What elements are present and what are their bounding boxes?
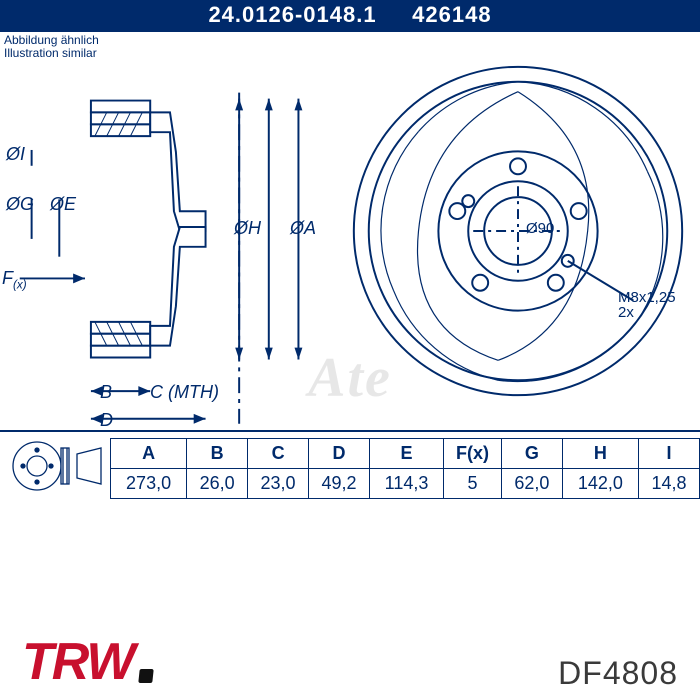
label-H: ØH [234, 218, 261, 239]
cell-F: 5 [444, 468, 502, 498]
face-view-svg [336, 32, 700, 430]
col-G: G [501, 438, 562, 468]
col-A: A [111, 438, 187, 468]
cell-G: 62,0 [501, 468, 562, 498]
col-F: F(x) [444, 438, 502, 468]
label-center-dia: Ø90 [526, 220, 554, 237]
cell-I: 14,8 [639, 468, 700, 498]
brand-logo: TRW [22, 632, 153, 692]
cell-B: 26,0 [187, 468, 248, 498]
col-E: E [369, 438, 443, 468]
cell-C: 23,0 [248, 468, 309, 498]
label-C: C (MTH) [150, 382, 219, 403]
col-D: D [309, 438, 370, 468]
col-C: C [248, 438, 309, 468]
part-number: DF4808 [558, 655, 678, 692]
data-table-row: A B C D E F(x) G H I 273,0 26,0 23,0 49,… [0, 432, 700, 500]
diagram-face-view: Ø90 M8x1,252x [336, 32, 700, 430]
diagram-cross-section: ØI ØG ØE F(x) ØH ØA B C (MTH) D [0, 32, 336, 430]
cell-D: 49,2 [309, 468, 370, 498]
label-G: ØG [6, 194, 34, 215]
col-I: I [639, 438, 700, 468]
label-I: ØI [6, 144, 25, 165]
col-H: H [562, 438, 638, 468]
diagram-row: Ate [0, 32, 700, 432]
label-B: B [100, 382, 112, 403]
cell-E: 114,3 [369, 468, 443, 498]
table-header-row: A B C D E F(x) G H I [111, 438, 700, 468]
col-B: B [187, 438, 248, 468]
cross-section-svg [0, 32, 336, 430]
label-A: ØA [290, 218, 316, 239]
footer: TRW DF4808 [0, 632, 700, 692]
table-row: 273,0 26,0 23,0 49,2 114,3 5 62,0 142,0 … [111, 468, 700, 498]
label-D: D [100, 410, 113, 431]
label-E: ØE [50, 194, 76, 215]
label-thread: M8x1,252x [618, 290, 676, 320]
brand-dot-icon [139, 669, 154, 683]
brand-text: TRW [22, 632, 133, 692]
header-part-code: 24.0126-0148.1 [208, 2, 376, 27]
cell-H: 142,0 [562, 468, 638, 498]
header-alt-code: 426148 [412, 2, 491, 27]
cell-A: 273,0 [111, 468, 187, 498]
disc-mini-icon [0, 432, 110, 500]
label-F: F(x) [2, 268, 27, 292]
header-bar: 24.0126-0148.1 426148 [0, 0, 700, 32]
dimension-table: A B C D E F(x) G H I 273,0 26,0 23,0 49,… [110, 438, 700, 499]
